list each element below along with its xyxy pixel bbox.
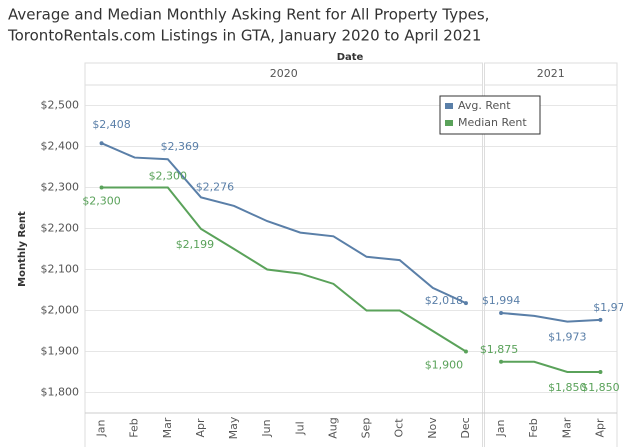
value-label: $1,900 xyxy=(425,359,464,372)
legend-label: Median Rent xyxy=(458,116,527,129)
value-label: $1,973 xyxy=(548,331,587,344)
value-label: $2,369 xyxy=(161,140,200,153)
value-label: $2,408 xyxy=(92,118,131,131)
value-label: $2,276 xyxy=(196,180,235,193)
y-tick-label: $2,200 xyxy=(41,222,80,235)
x-tick-label: Dec xyxy=(459,417,472,438)
series-line xyxy=(501,360,601,373)
series-line xyxy=(500,311,601,323)
x-tick-label: Mar xyxy=(161,417,174,438)
value-label: $1,850 xyxy=(581,381,620,394)
series-line xyxy=(101,186,467,353)
x-tick-label: Feb xyxy=(128,418,141,437)
value-label: $1,994 xyxy=(482,294,521,307)
x-tick-label: Jun xyxy=(260,419,273,437)
x-tick-label: Sep xyxy=(360,418,373,439)
x-tick-label: Oct xyxy=(393,418,406,438)
x-tick-label: Nov xyxy=(426,417,439,439)
x-tick-label: Apr xyxy=(593,418,606,438)
y-tick-label: $2,400 xyxy=(41,140,80,153)
legend-box xyxy=(439,95,541,135)
legend-label: Avg. Rent xyxy=(458,99,511,112)
x-tick-label: Jan xyxy=(95,419,108,437)
x-tick-label: Apr xyxy=(194,418,207,438)
value-label: $2,018 xyxy=(425,294,464,307)
end-point xyxy=(499,359,504,364)
end-point xyxy=(99,185,104,190)
panel-title: 2020 xyxy=(270,67,298,80)
x-tick-label: Aug xyxy=(326,417,339,438)
y-tick-label: $1,800 xyxy=(41,386,80,399)
end-point xyxy=(99,141,104,146)
x-tick-label: Jan xyxy=(494,419,507,437)
end-point xyxy=(598,317,603,322)
value-label: $1,977 xyxy=(593,301,623,314)
value-label: $2,300 xyxy=(82,195,121,208)
chart-title: TorontoRentals.com Listings in GTA, Janu… xyxy=(7,27,481,45)
x-header: Date xyxy=(337,52,364,63)
x-tick-label: Mar xyxy=(560,417,573,438)
value-label: $1,875 xyxy=(480,343,519,356)
x-tick-label: May xyxy=(227,416,240,439)
end-point xyxy=(598,370,603,374)
x-tick-label: Feb xyxy=(527,418,540,437)
x-tick-label: Jul xyxy=(293,421,306,435)
series-line xyxy=(101,142,467,305)
panel-title: 2021 xyxy=(537,67,565,80)
y-tick-label: $2,000 xyxy=(41,304,80,317)
value-label: $1,850 xyxy=(548,381,587,394)
end-point xyxy=(499,310,504,315)
y-tick-label: $1,900 xyxy=(41,345,80,358)
value-label: $2,300 xyxy=(149,170,188,183)
chart-title: Average and Median Monthly Asking Rent f… xyxy=(8,6,489,24)
end-point xyxy=(463,301,468,306)
y-tick-label: $2,500 xyxy=(41,99,80,112)
y-tick-label: $2,300 xyxy=(41,181,80,194)
end-point xyxy=(463,349,468,354)
y-tick-label: $2,100 xyxy=(41,263,80,276)
y-axis-label: Monthly Rent xyxy=(17,211,28,287)
value-label: $2,199 xyxy=(176,238,215,251)
